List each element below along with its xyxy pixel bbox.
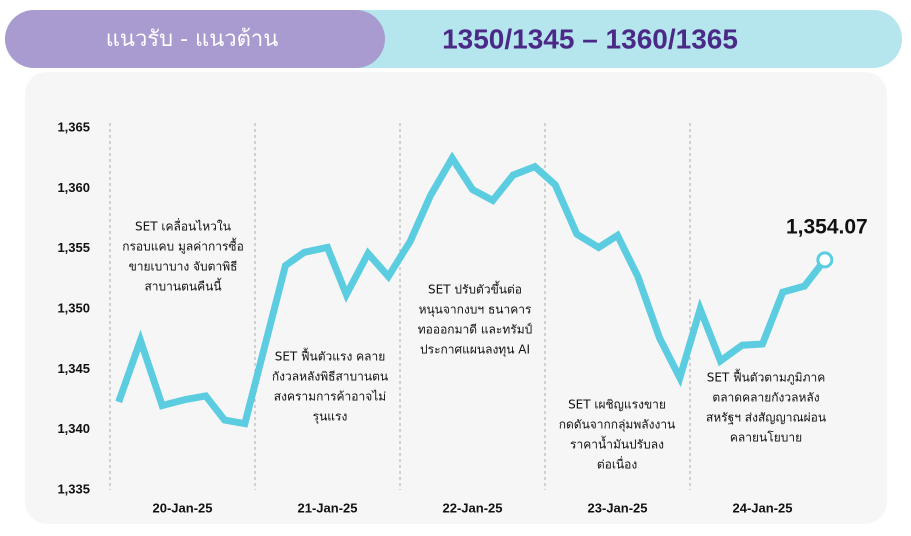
annotation: ประกาศแผนลงทุน AI <box>420 343 530 358</box>
x-tick-label: 23-Jan-25 <box>588 500 648 515</box>
y-tick-label: 1,335 <box>57 481 90 496</box>
y-tick-label: 1,345 <box>57 361 90 376</box>
annotation: ตลาดคลายกังวลหลัง <box>712 391 819 405</box>
annotation: สงครามการค้าอาจไม่ <box>274 390 386 404</box>
chart-panel <box>25 72 887 524</box>
annotation: SET ปรับตัวขึ้นต่อ <box>428 281 522 297</box>
last-point <box>816 251 834 269</box>
header-range: 1350/1345 – 1360/1365 <box>442 23 738 54</box>
price-line <box>115 151 828 428</box>
y-tick-label: 1,350 <box>57 300 90 315</box>
chart: 20-Jan-25 21-Jan-25 22-Jan-25 23-Jan-25 24-J… <box>57 119 867 515</box>
y-tick-label: 1,340 <box>57 421 90 436</box>
value-label: 1,354.07 <box>786 215 868 238</box>
y-tick-label: 1,365 <box>57 119 90 134</box>
x-tick-label: 22-Jan-25 <box>443 500 503 515</box>
annotation: คลายนโยบาย <box>730 431 802 445</box>
annotation: SET เคลื่อนไหวใน <box>135 218 231 234</box>
annotation: กรอบแคบ มูลค่าการซื้อ <box>122 238 244 255</box>
annotation: ขายเบาบาง จับตาพิธี <box>129 260 238 274</box>
annotation: ทอออกมาดี และทรัมป์ <box>418 323 532 337</box>
x-tick-label: 20-Jan-25 <box>153 500 213 515</box>
annotation: SET ฟื้นตัวแรง คลาย <box>275 348 386 364</box>
annotation: SET เผชิญแรงขาย <box>568 398 666 412</box>
annotation: กดดันจากกลุ่มพลังงาน <box>559 418 676 433</box>
x-tick-label: 21-Jan-25 <box>298 500 358 515</box>
annotation: สาบานตนคืนนี้ <box>144 278 222 294</box>
annotation: กังวลหลังพิธีสาบานตน <box>272 370 388 384</box>
x-tick-label: 24-Jan-25 <box>733 500 793 515</box>
annotation: สหรัฐฯ ส่งสัญญาณผ่อน <box>706 411 826 425</box>
annotation: ต่อเนื่อง <box>597 456 637 472</box>
y-tick-label: 1,360 <box>57 180 90 195</box>
title-banner <box>5 10 385 68</box>
y-tick-label: 1,355 <box>57 240 90 255</box>
annotation: ราคาน้ำมันปรับลง <box>570 436 664 452</box>
annotation: SET ฟื้นตัวตามภูมิภาค <box>707 369 826 386</box>
annotation: รุนแรง <box>313 410 348 425</box>
header-title: แนวรับ - แนวต้าน <box>106 27 279 52</box>
annotation: หนุนจากงบฯ ธนาคาร <box>419 303 532 318</box>
